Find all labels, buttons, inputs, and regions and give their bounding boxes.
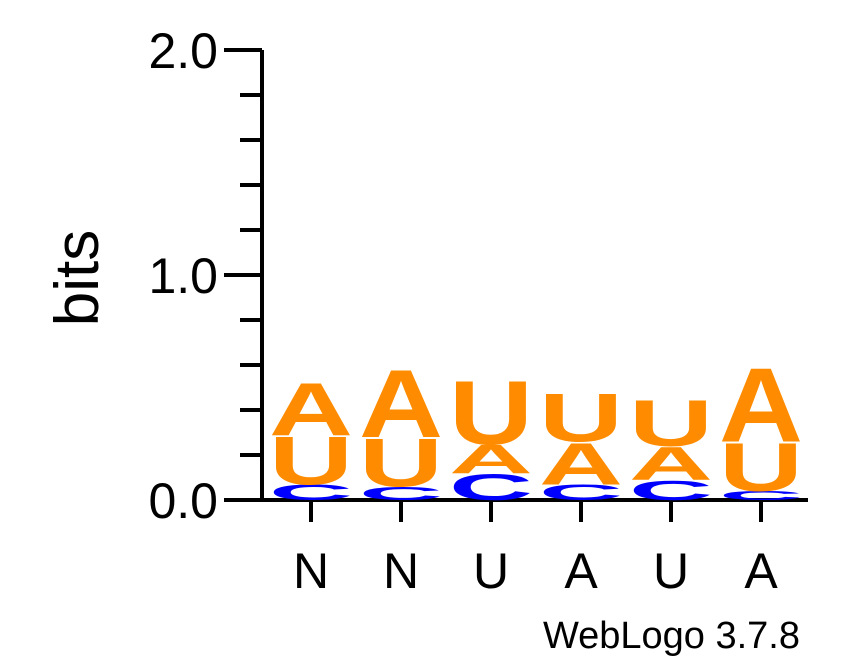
letter-U: U xyxy=(449,363,533,464)
letter-C: C xyxy=(359,483,443,504)
position-label: N xyxy=(383,543,419,599)
letter-C: C xyxy=(719,489,803,503)
letter-C: C xyxy=(539,480,623,505)
position-label: U xyxy=(473,543,509,599)
position-label: A xyxy=(564,543,598,599)
letter-U: U xyxy=(719,430,803,506)
y-tick-label: 1.0 xyxy=(148,248,218,304)
position-label: N xyxy=(293,543,329,599)
weblogo-credit: WebLogo 3.7.8 xyxy=(543,615,800,657)
letter-C: C xyxy=(449,467,533,509)
stack-position-2: CUA xyxy=(359,349,443,504)
letter-A: A xyxy=(539,430,623,497)
stack-position-4: CAU xyxy=(539,380,623,504)
y-axis-label: bits xyxy=(43,230,112,326)
position-label: U xyxy=(653,543,689,599)
letter-A: A xyxy=(719,345,803,464)
letter-C: C xyxy=(269,480,353,505)
position-label: A xyxy=(744,543,778,599)
letter-A: A xyxy=(269,367,353,451)
stack-position-3: CAU xyxy=(449,363,533,508)
y-tick-label: 2.0 xyxy=(148,23,218,79)
letter-U: U xyxy=(359,425,443,501)
letter-A: A xyxy=(449,437,533,482)
stack-position-6: CUA xyxy=(719,345,803,506)
letter-U: U xyxy=(629,388,713,461)
letter-U: U xyxy=(539,380,623,456)
y-axis: 0.0 1.0 2.0 xyxy=(148,23,264,529)
stack-position-5: CAU xyxy=(629,388,713,506)
letter-A: A xyxy=(359,349,443,458)
stack-position-1: CUA xyxy=(269,367,353,505)
letter-A: A xyxy=(629,437,713,489)
y-tick-label: 0.0 xyxy=(148,473,218,529)
letter-U: U xyxy=(269,423,353,499)
letter-C: C xyxy=(629,474,713,506)
